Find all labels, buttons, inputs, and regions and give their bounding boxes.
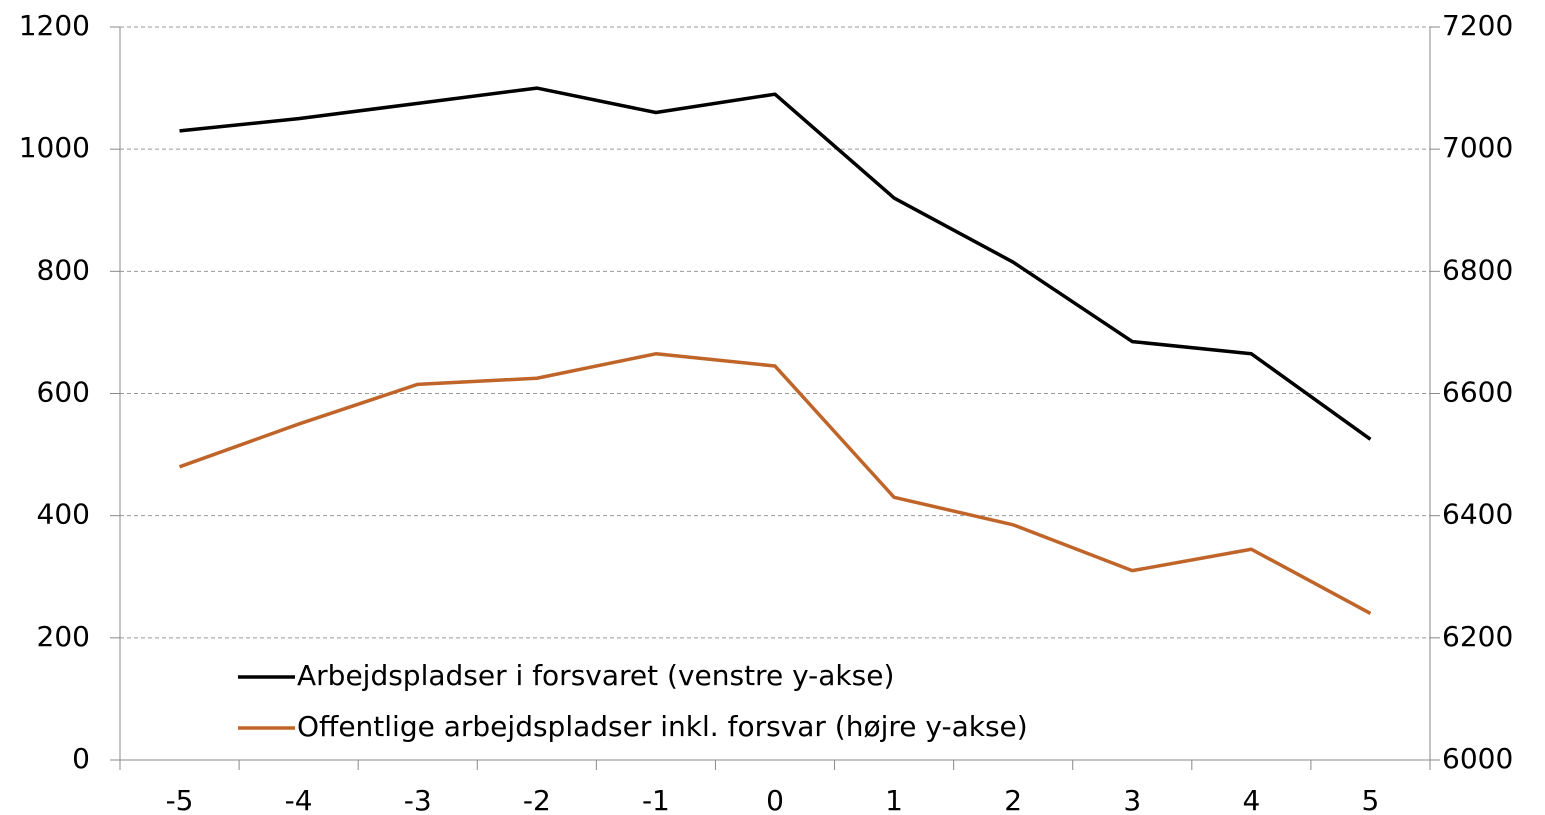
x-tick-label: -1 — [642, 784, 670, 815]
legend-label: Arbejdspladser i forsvaret (venstre y-ak… — [297, 659, 894, 692]
x-tick-label: 0 — [766, 784, 784, 815]
y2-tick-label: 7000 — [1442, 131, 1513, 164]
y-tick-label: 400 — [37, 498, 90, 531]
x-tick-label: -5 — [166, 784, 194, 815]
y-tick-label: 1000 — [19, 131, 90, 164]
x-tick-label: 4 — [1242, 784, 1260, 815]
x-tick-label: 1 — [885, 784, 903, 815]
y2-tick-label: 6600 — [1442, 376, 1513, 409]
y2-tick-label: 6800 — [1442, 253, 1513, 286]
y2-tick-label: 7200 — [1442, 9, 1513, 42]
y-tick-label: 600 — [37, 376, 90, 409]
y2-tick-label: 6000 — [1442, 742, 1513, 775]
x-tick-label: -3 — [404, 784, 432, 815]
x-tick-label: -4 — [285, 784, 313, 815]
y2-tick-label: 6400 — [1442, 498, 1513, 531]
x-tick-label: 3 — [1123, 784, 1141, 815]
y2-tick-label: 6200 — [1442, 620, 1513, 653]
y-tick-label: 800 — [37, 253, 90, 286]
x-tick-label: 2 — [1004, 784, 1022, 815]
legend-label: Offentlige arbejdspladser inkl. forsvar … — [297, 710, 1028, 743]
series-line — [179, 86, 1372, 441]
x-tick-label: 5 — [1362, 784, 1380, 815]
y-tick-label: 200 — [37, 620, 90, 653]
y-tick-label: 1200 — [19, 9, 90, 42]
y-tick-label: 0 — [72, 742, 90, 775]
series-line — [178, 352, 1372, 615]
x-tick-label: -2 — [523, 784, 551, 815]
